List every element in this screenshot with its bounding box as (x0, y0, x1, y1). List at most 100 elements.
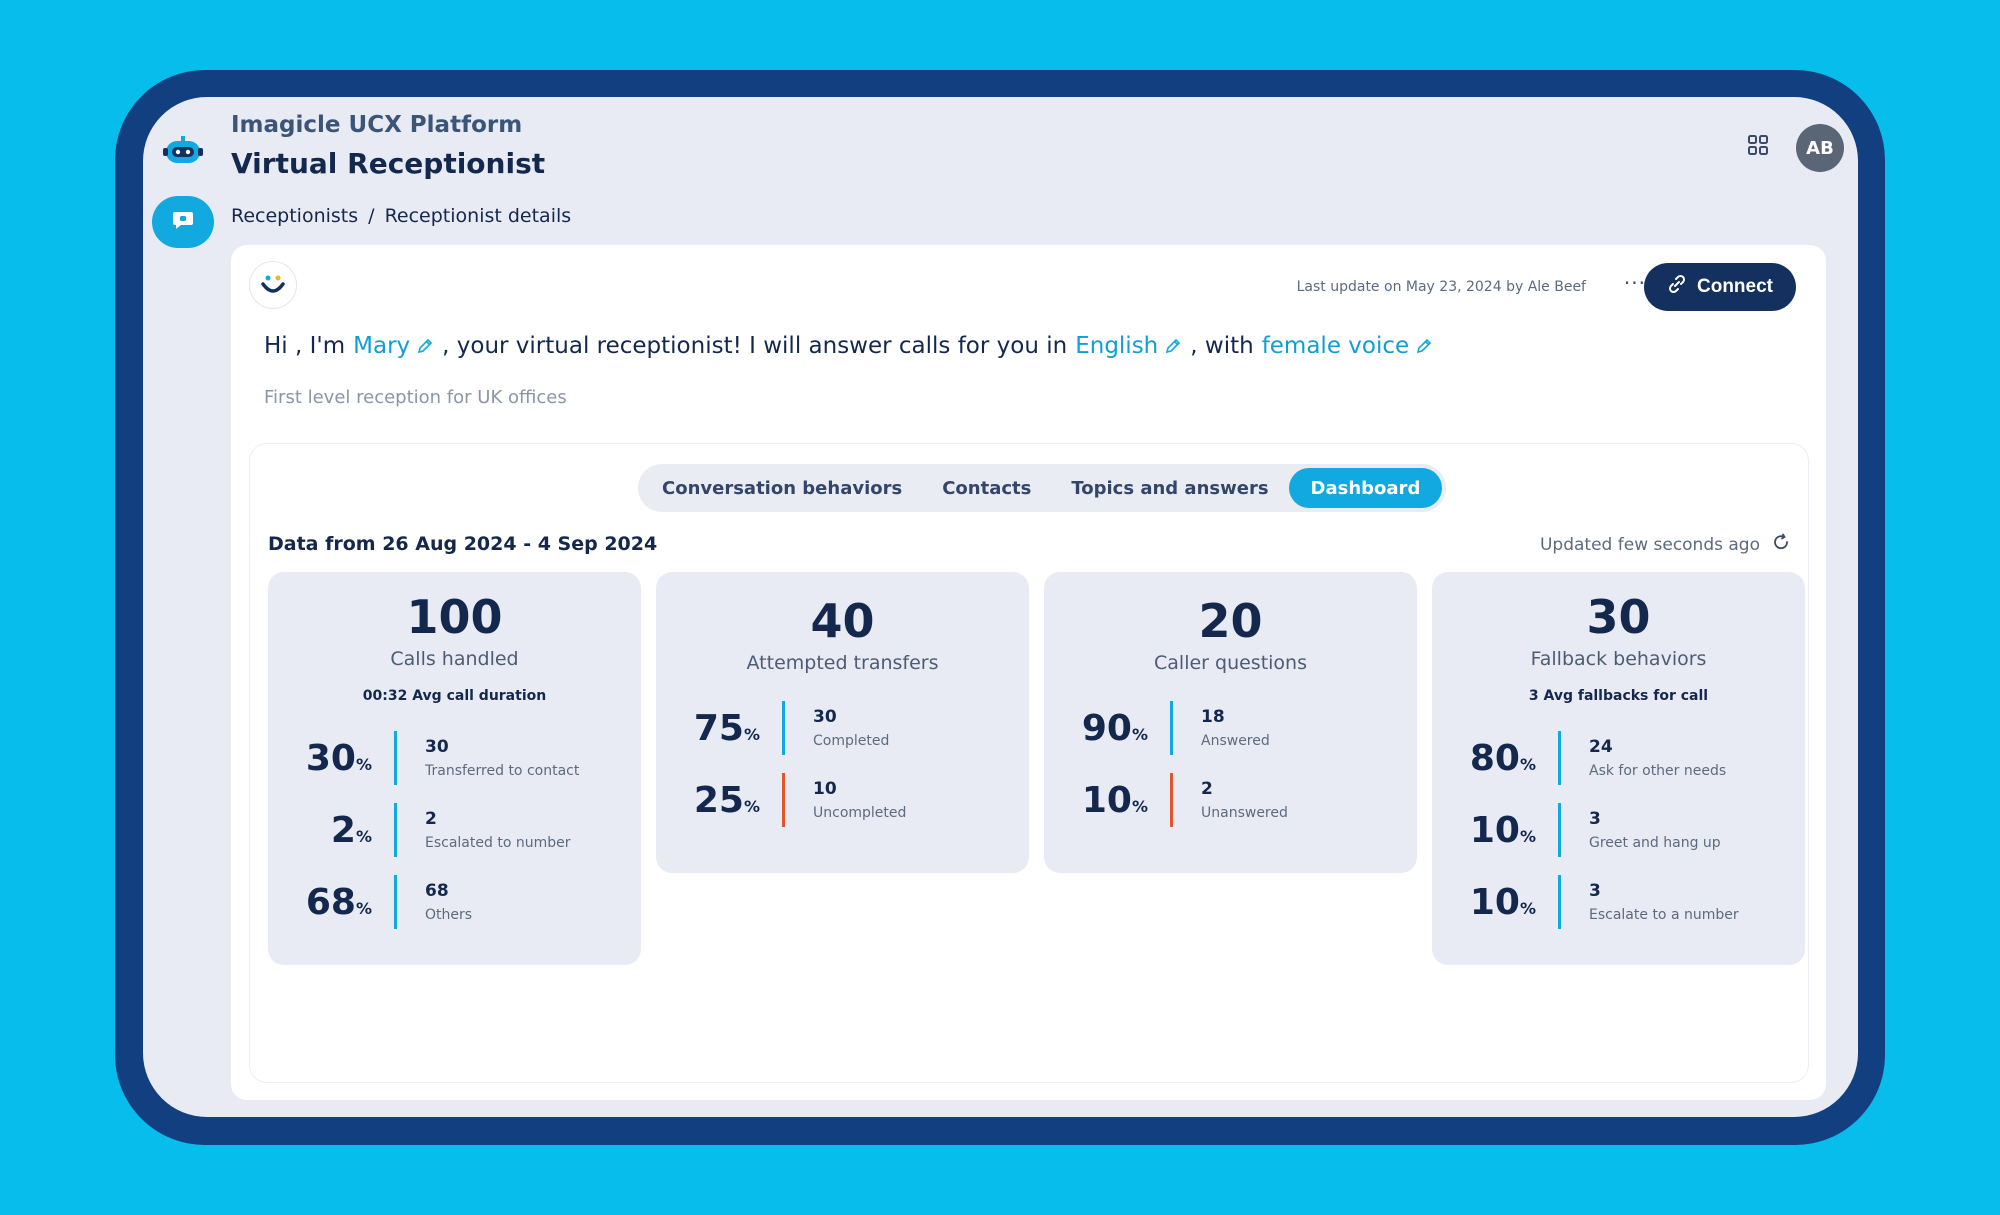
stat-row-count: 10 (813, 779, 837, 799)
stat-row: 10% 3 Greet and hang up (1432, 802, 1805, 858)
connect-button[interactable]: Connect (1644, 263, 1796, 311)
stat-value: 20 (1198, 594, 1263, 648)
stat-subtext: 3 Avg fallbacks for call (1528, 688, 1709, 704)
breadcrumb-separator: / (368, 205, 375, 227)
stat-row-label: Uncompleted (813, 805, 907, 821)
stat-card-caller-questions: 20 Caller questions 90% 18 Answered 10% 2… (1044, 572, 1417, 873)
stat-row-percent: 80% (1469, 737, 1536, 779)
stat-subtext: 00:32 Avg call duration (362, 688, 547, 704)
dashboard-panel: Conversation behaviors Contacts Topics a… (249, 443, 1809, 1083)
stat-row-bar (394, 875, 397, 929)
stat-row-count: 3 (1589, 809, 1601, 829)
stat-row: 80% 24 Ask for other needs (1432, 730, 1805, 786)
stat-row-bar (1558, 875, 1561, 929)
stat-row-label: Escalate to a number (1589, 907, 1739, 923)
apps-grid-button[interactable] (1743, 132, 1773, 162)
stat-row: 10% 3 Escalate to a number (1432, 874, 1805, 930)
edit-name-pencil-icon[interactable] (416, 337, 434, 355)
tab-dashboard[interactable]: Dashboard (1288, 468, 1443, 508)
stat-row-label: Others (425, 907, 473, 923)
app-name: Imagicle UCX Platform (231, 112, 523, 138)
nav-receptionist-button[interactable] (152, 196, 214, 248)
stat-row-bar (1170, 701, 1173, 755)
refresh-icon[interactable] (1772, 533, 1790, 556)
stat-caption: Fallback behaviors (1530, 648, 1707, 670)
stat-caption: Caller questions (1154, 652, 1307, 674)
stat-row-label: Ask for other needs (1589, 763, 1727, 779)
intro-text-3: , with (1190, 333, 1254, 359)
stat-row-count: 68 (425, 881, 449, 901)
breadcrumb-current: Receptionist details (384, 205, 572, 227)
stat-row-count: 30 (425, 737, 449, 757)
stat-row-count: 24 (1589, 737, 1613, 757)
stat-row-label: Unanswered (1201, 805, 1288, 821)
stat-row-count: 2 (1201, 779, 1213, 799)
tab-contacts[interactable]: Contacts (942, 477, 1032, 499)
stat-row-percent: 10% (1469, 881, 1536, 923)
receptionist-description: First level reception for UK offices (264, 387, 567, 408)
stat-row: 68% 68 Others (268, 874, 641, 930)
stat-row-count: 30 (813, 707, 837, 727)
breadcrumb-receptionists[interactable]: Receptionists (231, 205, 359, 227)
stat-card-fallback-behaviors: 30 Fallback behaviors 3 Avg fallbacks fo… (1432, 572, 1805, 965)
tab-bar: Conversation behaviors Contacts Topics a… (638, 464, 1447, 512)
robot-logo-icon (163, 135, 203, 167)
stat-row-bar (1558, 803, 1561, 857)
updated-text: Updated few seconds ago (1539, 534, 1760, 555)
stat-value: 40 (810, 594, 875, 648)
stat-row-percent: 25% (693, 779, 760, 821)
smile-bot-icon (249, 261, 297, 309)
updated-status: Updated few seconds ago (1540, 533, 1790, 556)
stat-row-bar (1170, 773, 1173, 827)
receptionist-language: English (1075, 333, 1159, 359)
edit-voice-pencil-icon[interactable] (1415, 337, 1433, 355)
chat-bubble-icon (172, 210, 194, 234)
stat-row-percent: 90% (1081, 707, 1148, 749)
more-options-button[interactable]: ··· (1623, 271, 1646, 295)
stat-row-count: 18 (1201, 707, 1225, 727)
link-icon (1667, 274, 1687, 300)
receptionist-card: Last update on May 23, 2024 by Ale Beef … (231, 245, 1826, 1100)
stat-row-label: Answered (1201, 733, 1270, 749)
receptionist-voice: female voice (1261, 333, 1410, 359)
page-title: Virtual Receptionist (231, 147, 546, 180)
stat-value: 100 (406, 590, 503, 644)
stat-row-count: 3 (1589, 881, 1601, 901)
intro-text-1: Hi , I'm (264, 333, 346, 359)
stat-caption: Calls handled (390, 648, 519, 670)
stat-row-percent: 2% (330, 809, 372, 851)
intro-text-2: , your virtual receptionist! I will answ… (442, 333, 1068, 359)
stat-row-percent: 68% (305, 881, 372, 923)
stat-row-bar (1558, 731, 1561, 785)
stat-row-percent: 30% (305, 737, 372, 779)
stat-row: 25% 10 Uncompleted (656, 772, 1029, 828)
edit-language-pencil-icon[interactable] (1164, 337, 1182, 355)
last-update-text: Last update on May 23, 2024 by Ale Beef (1296, 279, 1586, 295)
stat-value: 30 (1586, 590, 1651, 644)
stat-row-label: Completed (813, 733, 890, 749)
intro-sentence: Hi , I'm Mary , your virtual receptionis… (264, 333, 1441, 359)
stat-row-bar (394, 731, 397, 785)
stat-row: 75% 30 Completed (656, 700, 1029, 756)
date-range: Data from 26 Aug 2024 - 4 Sep 2024 (268, 533, 658, 555)
breadcrumb: Receptionists / Receptionist details (231, 205, 571, 227)
stat-row-percent: 10% (1469, 809, 1536, 851)
tab-topics-and-answers[interactable]: Topics and answers (1071, 477, 1269, 499)
stat-row: 90% 18 Answered (1044, 700, 1417, 756)
stat-row-label: Escalated to number (425, 835, 571, 851)
receptionist-name: Mary (353, 333, 411, 359)
stat-row-percent: 10% (1081, 779, 1148, 821)
stat-row-count: 2 (425, 809, 437, 829)
stat-row: 2% 2 Escalated to number (268, 802, 641, 858)
stat-row-bar (394, 803, 397, 857)
stat-row-percent: 75% (693, 707, 760, 749)
tab-conversation-behaviors[interactable]: Conversation behaviors (662, 477, 903, 499)
stat-row-bar (782, 701, 785, 755)
stat-row-label: Transferred to contact (425, 763, 580, 779)
user-avatar[interactable]: AB (1796, 124, 1844, 172)
connect-label: Connect (1697, 276, 1773, 297)
app-window: Imagicle UCX Platform Virtual Receptioni… (143, 97, 1858, 1117)
stat-card-attempted-transfers: 40 Attempted transfers 75% 30 Completed 2… (656, 572, 1029, 873)
stat-row-bar (782, 773, 785, 827)
apps-grid-icon (1747, 134, 1769, 160)
